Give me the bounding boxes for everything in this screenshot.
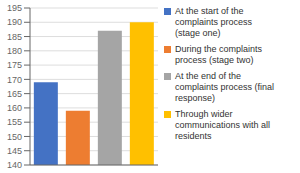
svg-text:165: 165 <box>8 89 22 99</box>
svg-text:170: 170 <box>8 75 22 85</box>
svg-text:140: 140 <box>8 160 22 170</box>
svg-text:175: 175 <box>8 60 22 70</box>
svg-text:155: 155 <box>8 117 22 127</box>
svg-text:145: 145 <box>8 146 22 156</box>
svg-text:190: 190 <box>8 17 22 27</box>
svg-text:160: 160 <box>8 103 22 113</box>
html-text:Through wider communications w: Through wider communications with all re… <box>175 109 270 141</box>
html-text:At the start of the complaints: At the start of the complaints process (… <box>175 6 252 38</box>
svg-text:180: 180 <box>8 46 22 56</box>
svg-text:185: 185 <box>8 32 22 42</box>
svg-text:195: 195 <box>8 3 22 13</box>
html-text:During the complaints process: During the complaints process (stage two… <box>175 44 262 65</box>
html-text:At the end of the complaints p: At the end of the complaints process (fi… <box>175 71 274 103</box>
svg-text:150: 150 <box>8 132 22 142</box>
